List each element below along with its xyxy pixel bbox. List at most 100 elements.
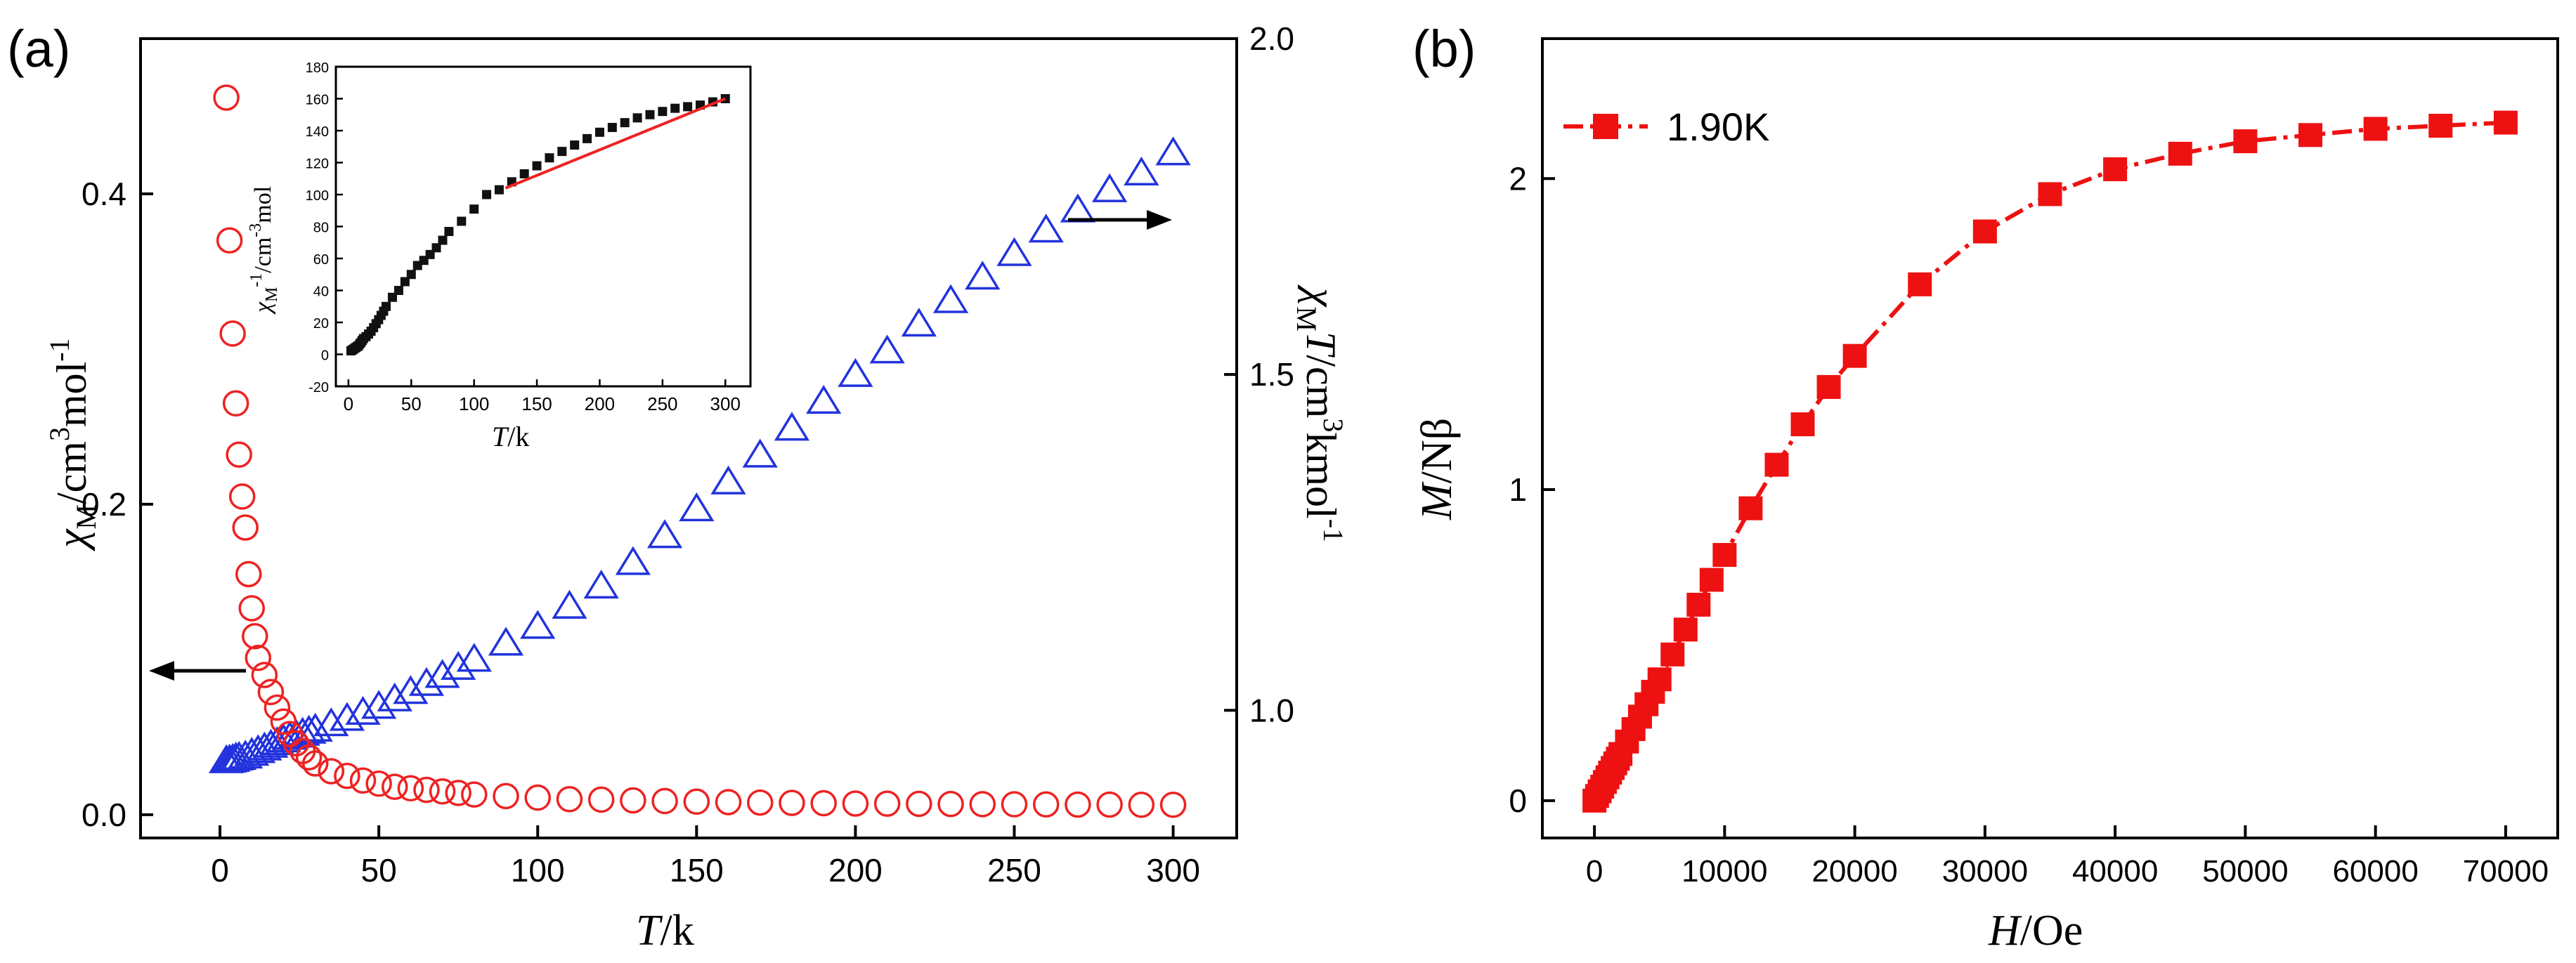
chiT-point (345, 695, 381, 725)
inset-y-tick-label: 120 (306, 157, 329, 172)
legend-label: 1.90K (1667, 105, 1769, 149)
panel-a-series-chi (213, 84, 1187, 818)
chiT-point (774, 412, 810, 441)
inset-plot: 0 50 100 150 200 250 300 -20 0 20 40 60 80 100 120 140… (247, 60, 752, 452)
chiT-point (869, 334, 905, 364)
magnetization-point (2298, 123, 2323, 148)
chi-point (461, 781, 488, 808)
inset-x-tick-label: 100 (459, 393, 489, 414)
left-axis-arrow (149, 661, 246, 681)
inset-point (382, 301, 391, 311)
panel-b-plot-frame (1541, 37, 2559, 839)
inset-point (620, 118, 630, 128)
chi-point (235, 561, 262, 588)
magnetization-point (2103, 157, 2128, 181)
chi-point (873, 790, 901, 817)
x-tick-label: 250 (987, 852, 1041, 889)
magnetization-point (1842, 343, 1867, 368)
chi-point (842, 790, 869, 817)
chiT-point (901, 308, 937, 337)
inset-point (683, 102, 693, 112)
panel-a-label: (a) (7, 20, 70, 78)
chiT-point (329, 702, 365, 731)
inset-point (469, 204, 479, 214)
x-tick-label: 100 (511, 852, 565, 889)
inset-y-tick-label: 20 (313, 316, 329, 332)
chi-point (318, 758, 345, 785)
chiT-point (313, 707, 349, 737)
chi-point (264, 694, 291, 721)
chiT-point (552, 589, 587, 619)
magnetization-point (2233, 129, 2258, 154)
chiT-point (838, 358, 873, 387)
inset-point (457, 216, 467, 226)
inset-x-tick-label: 150 (521, 393, 552, 414)
panel-b-series-line (1592, 120, 2506, 802)
panel-b-legend: 1.90K (1563, 105, 1769, 149)
x-tick-label: 300 (1146, 852, 1200, 889)
chiT-point (583, 570, 619, 599)
chi-point (620, 787, 646, 814)
legend-marker (1593, 114, 1618, 139)
x-tick-label: 150 (670, 852, 724, 889)
chiT-point (1124, 156, 1159, 186)
magnetization-point (2168, 141, 2192, 166)
magnetization-point (1790, 412, 1815, 437)
y-left-tick-label: 0.2 (82, 486, 126, 523)
panel-a-y-ticks-left: 0.0 0.2 0.4 (82, 176, 153, 833)
chi-point (251, 662, 278, 688)
chi-point (683, 788, 710, 815)
inset-x-ticks: 0 50 100 150 200 250 300 (344, 379, 741, 414)
x-tick-label: 0 (211, 852, 229, 889)
chi-point (1128, 791, 1155, 818)
x-tick-label: 40000 (2072, 854, 2158, 889)
panel-a-y-axis-label-right: χMT/cm3kmol-1 (1291, 284, 1349, 542)
inset-point (658, 107, 668, 117)
y-right-tick-label: 2.0 (1249, 20, 1294, 57)
chiT-point (965, 261, 1001, 290)
panel-b-x-ticks: 0 10000 20000 30000 40000 50000 60000 70000 (1586, 825, 2549, 889)
chi-point (969, 791, 996, 818)
panel-a-y-ticks-right: 1.0 1.5 2.0 (1224, 20, 1294, 728)
chi-point (937, 790, 964, 818)
chiT-point (679, 492, 715, 522)
magnetization-point (1660, 642, 1685, 667)
chi-point (301, 750, 329, 777)
inset-x-tick-label: 250 (647, 393, 677, 414)
magnetization-point (2038, 182, 2062, 207)
chiT-point (1028, 214, 1064, 243)
inset-series (346, 94, 730, 355)
x-tick-label: 0 (1586, 854, 1603, 889)
x-tick-label: 50 (361, 852, 397, 889)
chi-point (556, 786, 583, 813)
inset-y-tick-label: 60 (313, 252, 329, 268)
x-tick-label: 10000 (1681, 854, 1767, 889)
chiT-point (456, 643, 492, 672)
magnetization-point (1686, 592, 1711, 617)
chi-point (226, 441, 252, 468)
chiT-point (742, 438, 778, 468)
magnetization-point (2363, 117, 2388, 141)
chiT-point (1155, 136, 1191, 166)
x-tick-label: 50000 (2202, 854, 2288, 889)
chi-point (715, 789, 742, 815)
panel-a-y-axis-label-left: χM/cm3mol-1 (44, 338, 102, 551)
inset-fit-line (505, 97, 726, 190)
panel-b-label: (b) (1412, 20, 1476, 78)
x-tick-label: 200 (828, 852, 883, 889)
x-tick-label: 60000 (2332, 854, 2418, 889)
chi-point (257, 679, 285, 706)
inset-x-axis-label: T/k (492, 421, 529, 452)
x-tick-label: 20000 (1811, 854, 1897, 889)
chi-point (810, 790, 837, 817)
y-tick-label: 1 (1509, 471, 1527, 508)
chiT-point (710, 465, 746, 494)
inset-point (406, 270, 416, 280)
chi-point (349, 767, 377, 794)
magnetization-point (1908, 272, 1932, 296)
inset-point (494, 185, 504, 195)
inset-y-tick-label: 180 (306, 60, 329, 76)
inset-point (670, 103, 680, 113)
inset-y-tick-label: 80 (313, 221, 329, 236)
chi-point (779, 790, 805, 816)
